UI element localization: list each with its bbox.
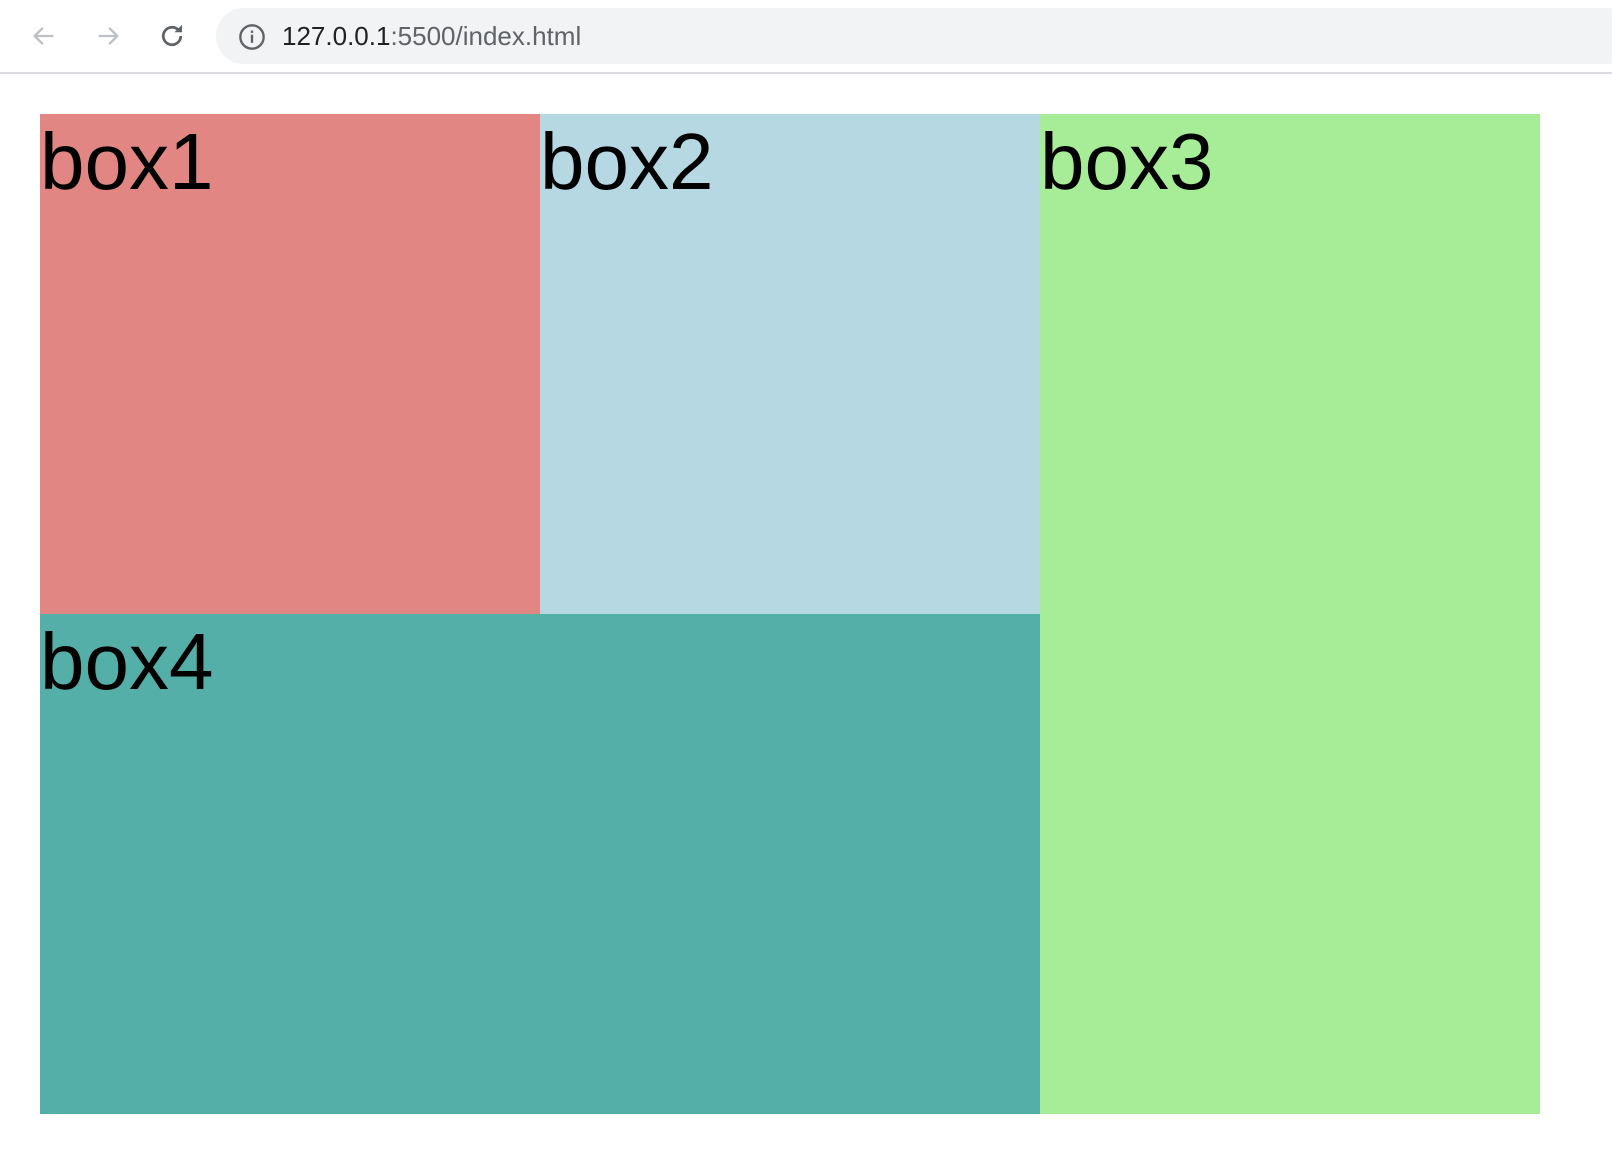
reload-button[interactable] <box>152 16 192 56</box>
reload-icon <box>161 24 183 47</box>
address-bar[interactable]: 127.0.0.1:5500/index.html <box>216 8 1612 64</box>
url-host: 127.0.0.1 <box>282 21 391 51</box>
box-grid: box1 box2 box3 box4 <box>40 114 1540 1114</box>
box2: box2 <box>540 114 1040 614</box>
back-arrow-icon <box>33 27 54 45</box>
browser-toolbar: 127.0.0.1:5500/index.html <box>0 0 1612 74</box>
forward-button[interactable] <box>88 16 128 56</box>
forward-arrow-icon <box>98 27 119 45</box>
url-text[interactable]: 127.0.0.1:5500/index.html <box>282 21 581 52</box>
box4: box4 <box>40 614 1040 1114</box>
url-path: :5500/index.html <box>390 21 582 51</box>
box1: box1 <box>40 114 540 614</box>
back-button[interactable] <box>24 16 64 56</box>
box3: box3 <box>1040 114 1540 1114</box>
info-icon[interactable] <box>238 23 266 51</box>
